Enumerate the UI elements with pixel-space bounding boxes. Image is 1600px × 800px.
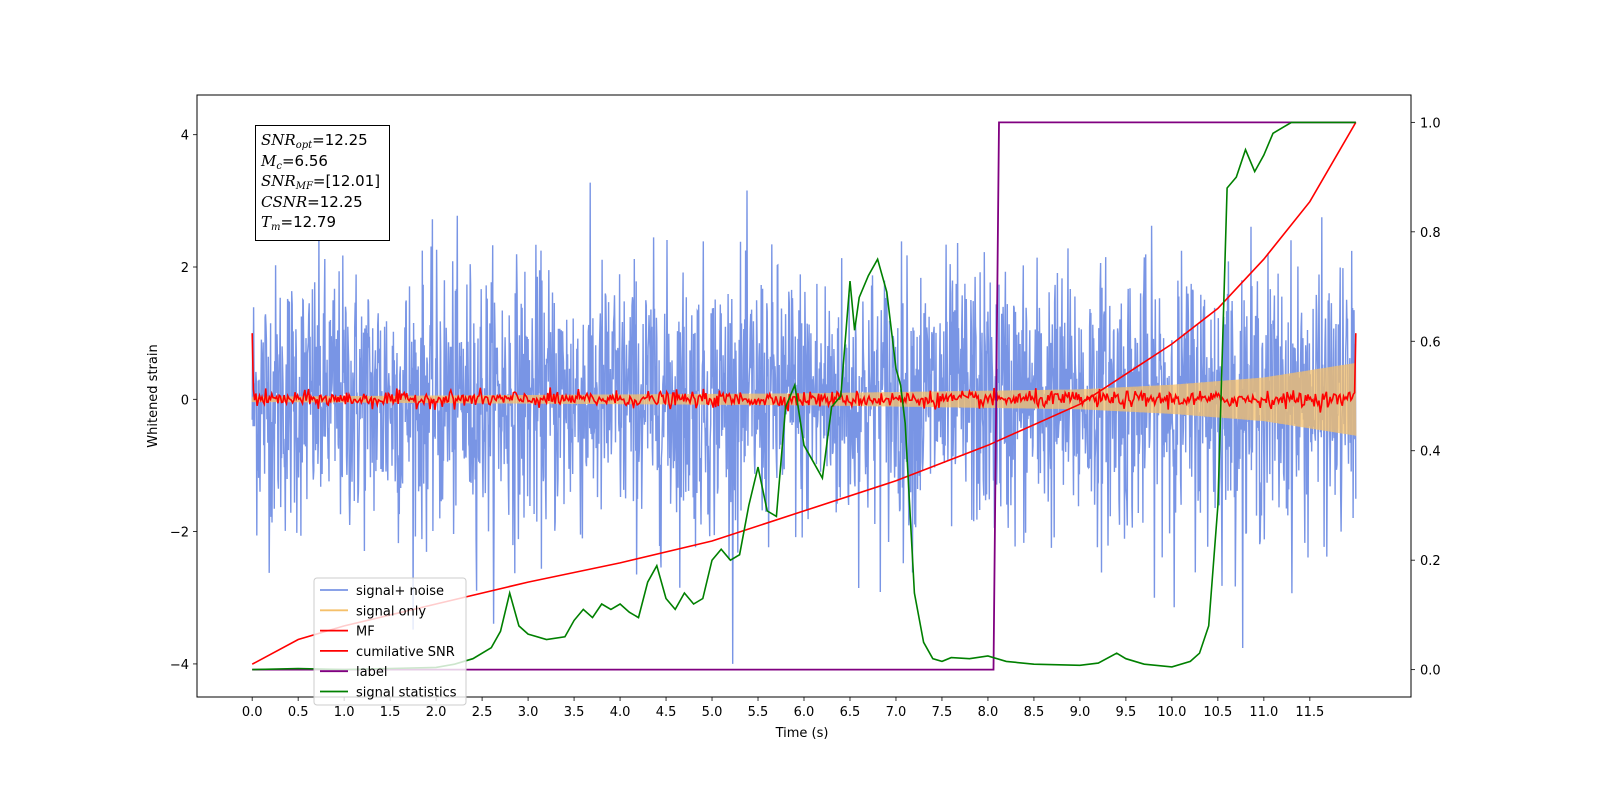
y-tick-label: −4 (170, 658, 189, 673)
x-tick-label: 8.0 (978, 705, 999, 720)
x-axis-label: Time (s) (775, 726, 829, 741)
tm-text: Tm=12.79 (261, 213, 337, 233)
snr-annotation-box: SNRopt=12.25 Mc=6.56 SNRMF=[12.01] CSNR=… (255, 125, 390, 241)
x-tick-label: 0.5 (288, 705, 309, 720)
x-tick-label: 10.0 (1157, 705, 1186, 720)
x-tick-label: 9.5 (1116, 705, 1137, 720)
x-tick-label: 9.0 (1070, 705, 1091, 720)
series-mf (251, 333, 1357, 413)
y-tick-label: 0 (181, 393, 189, 408)
x-tick-label: 3.0 (518, 705, 539, 720)
y-axis-label: Whitened strain (146, 344, 161, 447)
x-tick-label: 2.5 (472, 705, 493, 720)
x-tick-label: 0.0 (242, 705, 263, 720)
x-tick-label: 1.5 (380, 705, 401, 720)
snr-mf-text: SNRMF=[12.01] (261, 172, 381, 192)
y2-tick-label: 0.0 (1420, 664, 1441, 679)
x-tick-label: 10.5 (1203, 705, 1232, 720)
y-tick-label: −2 (170, 526, 189, 541)
y2-tick-label: 0.6 (1420, 335, 1441, 350)
x-tick-label: 5.5 (748, 705, 769, 720)
legend-entry: cumilative SNR (356, 645, 455, 660)
legend-entry: MF (356, 625, 375, 640)
series-label (252, 121, 1356, 671)
snr-opt-text: SNRopt=12.25 (261, 131, 368, 151)
y-tick-label: 4 (181, 129, 189, 144)
legend-entry: signal only (356, 604, 426, 619)
x-tick-label: 3.5 (564, 705, 585, 720)
legend-frame (313, 577, 467, 706)
y2-tick-label: 0.4 (1420, 445, 1441, 460)
x-tick-label: 1.0 (334, 705, 355, 720)
x-tick-label: 4.5 (656, 705, 677, 720)
x-tick-label: 7.0 (886, 705, 907, 720)
x-tick-label: 4.0 (610, 705, 631, 720)
legend-entry: signal statistics (356, 686, 457, 701)
y2-tick-label: 1.0 (1420, 116, 1441, 131)
x-tick-label: 11.5 (1295, 705, 1324, 720)
x-tick-label: 6.5 (840, 705, 861, 720)
series-signal-statistics (252, 121, 1356, 671)
x-tick-label: 6.0 (794, 705, 815, 720)
y2-tick-label: 0.2 (1420, 554, 1441, 569)
legend: signal+ noise signal only MF cumilative SNR… (313, 577, 467, 706)
y2-tick-label: 0.8 (1420, 226, 1441, 241)
x-tick-label: 8.5 (1024, 705, 1045, 720)
x-tick-label: 5.0 (702, 705, 723, 720)
y-tick-label: 2 (181, 261, 189, 276)
legend-entry: label (356, 665, 387, 680)
x-tick-label: 7.5 (932, 705, 953, 720)
chirp-mass-text: Mc=6.56 (261, 151, 328, 172)
csnr-text: CSNR=12.25 (261, 192, 363, 211)
x-tick-label: 11.0 (1249, 705, 1278, 720)
legend-entry: signal+ noise (356, 584, 444, 599)
x-tick-label: 2.0 (426, 705, 447, 720)
